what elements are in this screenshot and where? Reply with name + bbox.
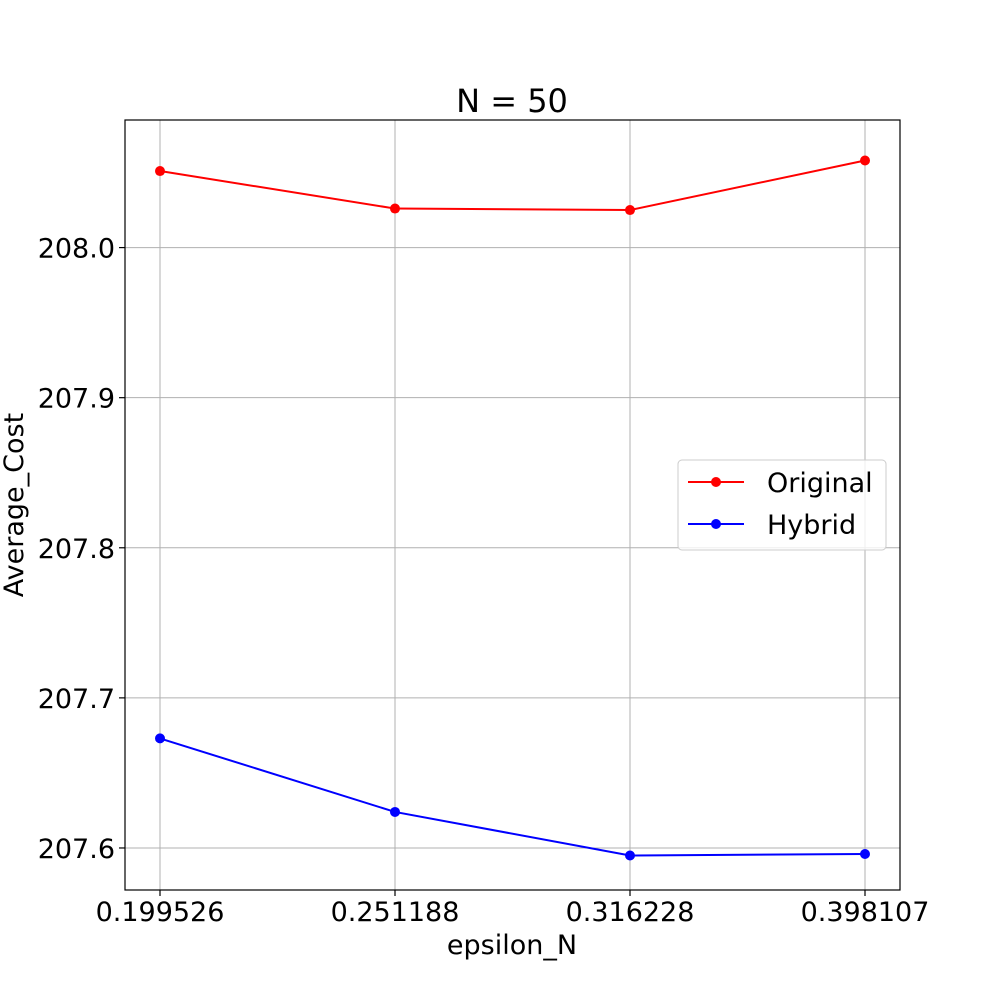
series-layer — [155, 155, 870, 861]
grid — [125, 120, 900, 890]
x-tick-label: 0.251188 — [331, 897, 460, 928]
legend-original-label: Original — [767, 468, 873, 499]
y-tick-label: 207.9 — [38, 384, 115, 415]
y-axis-label: Average_Cost — [0, 413, 30, 597]
y-tick-label: 208.0 — [38, 234, 115, 265]
data-point-hybrid — [390, 806, 400, 817]
data-point-hybrid — [625, 850, 635, 861]
data-point-original — [155, 166, 165, 177]
series-line-original — [159, 159, 866, 212]
tick-layer: 0.199526 0.251188 0.316228 0.398107 207.6 207… — [38, 234, 930, 928]
chart-title: N = 50 — [456, 82, 568, 120]
y-tick-label: 207.6 — [38, 834, 115, 865]
x-axis-label: epsilon_N — [447, 930, 577, 961]
x-tick-label: 0.316228 — [566, 897, 695, 928]
x-tick-label: 0.398107 — [801, 897, 930, 928]
y-tick-label: 207.8 — [38, 534, 115, 565]
legend-original-marker — [711, 477, 721, 487]
data-point-original — [860, 155, 870, 166]
plot-frame — [124, 119, 901, 891]
y-tick-label: 207.7 — [38, 684, 115, 715]
series-line-hybrid — [159, 737, 866, 857]
legend: Original Hybrid — [677, 459, 887, 551]
data-point-original — [390, 203, 400, 214]
data-point-original — [625, 205, 635, 216]
legend-hybrid-marker — [711, 519, 721, 529]
x-tick-label: 0.199526 — [96, 897, 225, 928]
data-point-hybrid — [860, 848, 870, 859]
data-point-hybrid — [155, 733, 165, 744]
legend-hybrid-label: Hybrid — [767, 510, 856, 541]
